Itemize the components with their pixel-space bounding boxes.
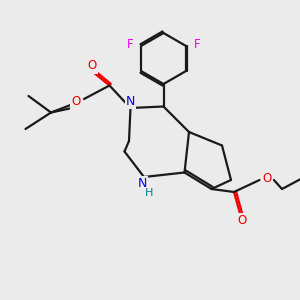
Text: N: N bbox=[126, 95, 135, 108]
Text: O: O bbox=[237, 214, 246, 227]
Text: O: O bbox=[262, 172, 272, 185]
Text: H: H bbox=[145, 188, 154, 198]
Text: F: F bbox=[194, 38, 200, 51]
Text: F: F bbox=[127, 38, 133, 51]
Text: O: O bbox=[71, 95, 80, 109]
Text: N: N bbox=[138, 177, 147, 190]
Text: O: O bbox=[88, 59, 97, 73]
